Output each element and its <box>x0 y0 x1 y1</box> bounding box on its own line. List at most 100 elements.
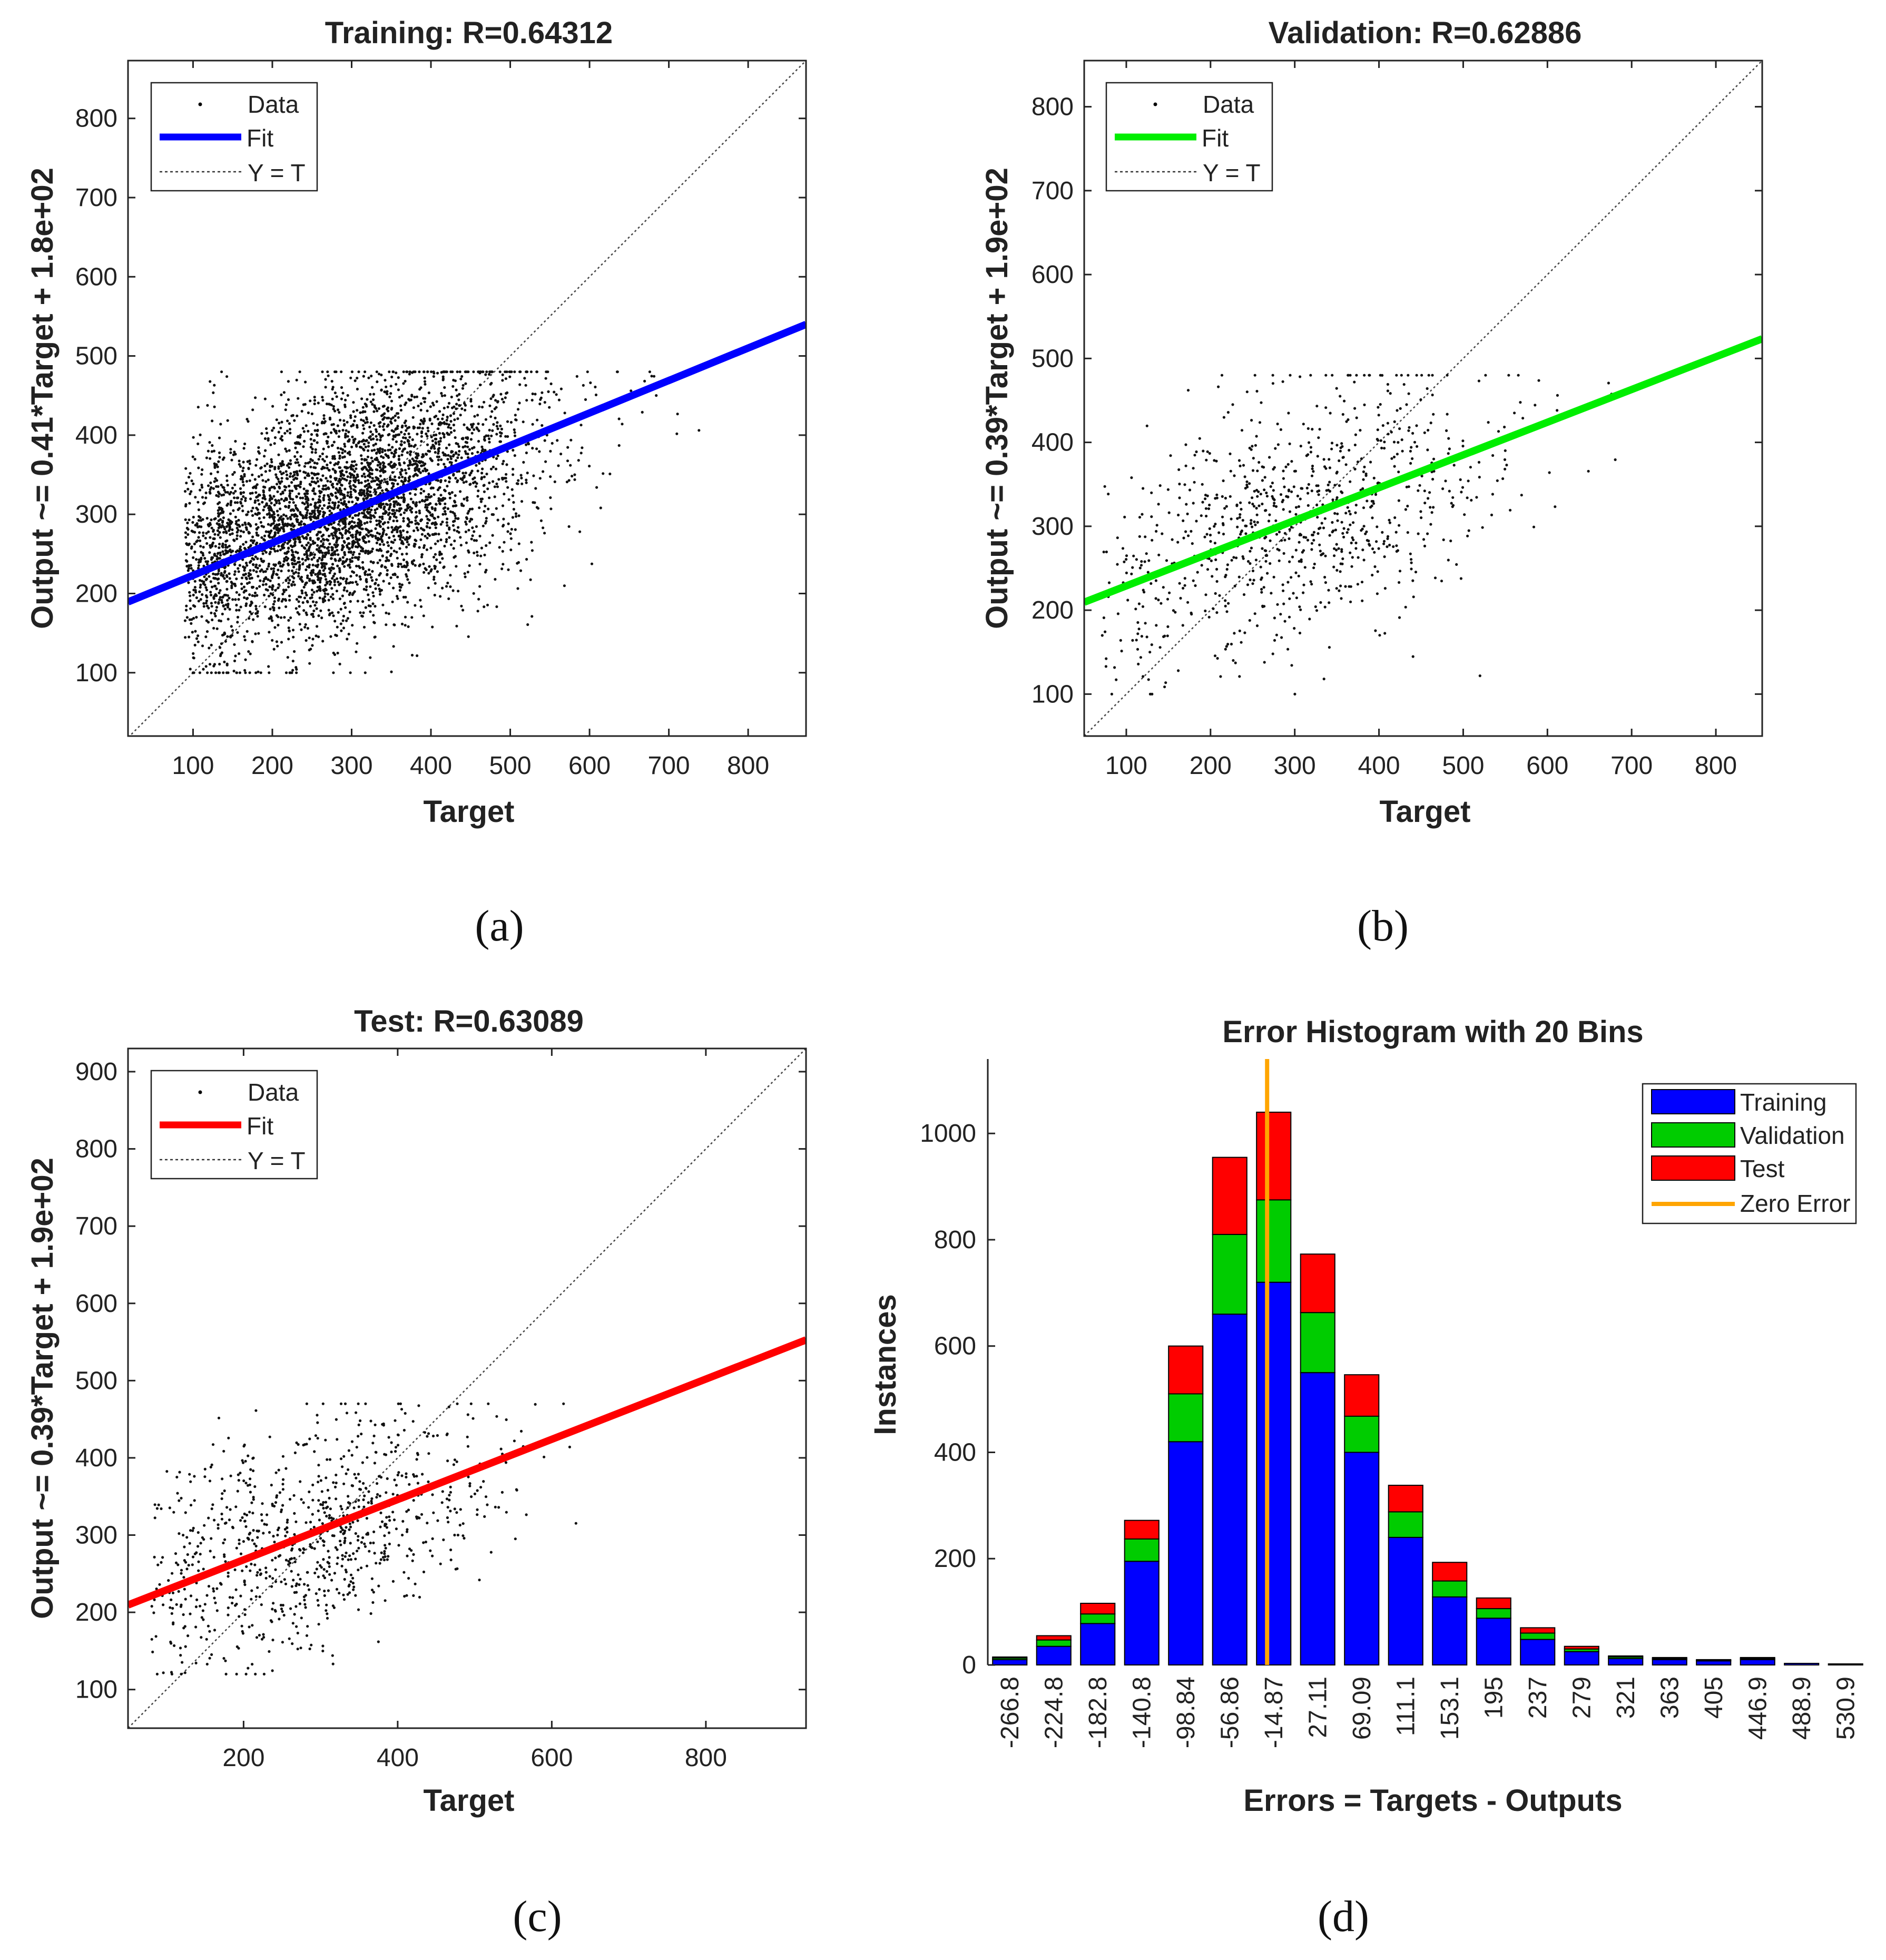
x-tick-label: 600 <box>531 1744 573 1772</box>
y-tick-label: 0 <box>962 1651 976 1679</box>
x-tick-label: 488.9 <box>1788 1677 1816 1740</box>
bar-training <box>1168 1441 1204 1666</box>
bar-test <box>1344 1374 1380 1417</box>
x-tick-label: 400 <box>377 1744 419 1772</box>
y-tick-label: 400 <box>75 1444 117 1472</box>
y-tick-label: 100 <box>1032 680 1074 708</box>
x-tick-label: 27.11 <box>1304 1677 1332 1738</box>
bar-training <box>1256 1281 1292 1665</box>
x-tick-label: 500 <box>489 752 531 780</box>
y-tick-label: 1000 <box>920 1120 976 1148</box>
x-tick-label: 530.9 <box>1832 1677 1860 1740</box>
plot-frame <box>127 1047 807 1729</box>
bar-training <box>1652 1659 1687 1665</box>
x-tick-label: 200 <box>1190 752 1232 780</box>
y-tick-label: 800 <box>1032 93 1074 121</box>
bar-training <box>1740 1659 1775 1665</box>
y-tick-label: 500 <box>75 342 117 370</box>
bar-training <box>1344 1452 1380 1665</box>
bar-test <box>1520 1627 1556 1634</box>
panel-label: (a) <box>475 901 524 950</box>
y-tick-label: 500 <box>75 1367 117 1395</box>
y-tick-label: 800 <box>75 1135 117 1163</box>
bar-validation <box>1212 1233 1247 1315</box>
x-tick-label: 800 <box>1695 752 1737 780</box>
bar-test <box>1168 1345 1204 1395</box>
legend-test-label: Test <box>1740 1155 1785 1182</box>
x-axis-label: Errors = Targets - Outputs <box>1243 1783 1622 1818</box>
x-tick-label: 300 <box>1274 752 1316 780</box>
y-tick-label: 400 <box>934 1438 976 1466</box>
y-tick-label: 100 <box>75 659 117 687</box>
bar-validation <box>1256 1199 1292 1283</box>
y-tick-label: 600 <box>1032 261 1074 289</box>
bar-training <box>992 1659 1028 1665</box>
y-axis-label: Output ~= 0.39*Target + 1.9e+02 <box>25 1158 60 1619</box>
fit-line <box>1084 335 1762 606</box>
bar-test <box>1432 1562 1468 1582</box>
x-tick-label: 400 <box>410 752 452 780</box>
bar-validation <box>1300 1312 1335 1374</box>
y-tick-label: 600 <box>75 263 117 291</box>
y-axis-label: Output ~= 0.41*Target + 1.8e+02 <box>25 168 60 629</box>
fit-line <box>128 1336 806 1609</box>
bar-test <box>1608 1655 1644 1658</box>
legend-data-label: Data <box>1203 91 1254 118</box>
validation-regression-chart: Validation: R=0.62886 100 200 300 400 500 600… <box>980 16 1763 950</box>
legend-data-label: Data <box>248 1079 299 1106</box>
x-tick-label: 446.9 <box>1744 1677 1772 1740</box>
bar-validation <box>1520 1632 1556 1640</box>
y-tick-label: 400 <box>1032 429 1074 457</box>
bar-test <box>1080 1603 1116 1615</box>
bar-validation <box>1344 1415 1380 1453</box>
panel-label: (c) <box>513 1892 562 1941</box>
legend-training-swatch <box>1651 1089 1735 1114</box>
x-tick-label: 200 <box>222 1744 264 1772</box>
bar-test <box>1124 1520 1160 1540</box>
bar-validation <box>1432 1580 1468 1598</box>
x-tick-label: 400 <box>1358 752 1400 780</box>
panel-label: (d) <box>1318 1892 1369 1941</box>
x-tick-label: 321 <box>1612 1677 1640 1719</box>
bar-training <box>1828 1663 1863 1665</box>
bar-validation <box>1168 1393 1204 1443</box>
y-tick-label: 600 <box>934 1332 976 1360</box>
panel-label: (b) <box>1357 901 1409 950</box>
plot-frame <box>1083 60 1763 737</box>
legend-fit-label: Fit <box>247 124 273 152</box>
x-tick-label: 300 <box>330 752 372 780</box>
y-tick-label: 700 <box>1032 177 1074 205</box>
chart-title: Test: R=0.63089 <box>354 1004 584 1038</box>
x-axis-label: Target <box>424 1783 515 1818</box>
y-tick-label: 900 <box>75 1058 117 1086</box>
x-tick-label: 195 <box>1480 1677 1508 1719</box>
y-tick-label: 800 <box>75 105 117 133</box>
bar-test <box>1740 1657 1775 1659</box>
bar-validation <box>1080 1613 1116 1624</box>
x-tick-label: 111.1 <box>1392 1677 1420 1736</box>
bar-test <box>1696 1659 1732 1661</box>
bar-training <box>1300 1372 1335 1665</box>
plot-area <box>128 1048 806 1728</box>
x-axis-label: Target <box>424 795 515 829</box>
plot-area <box>1084 61 1762 736</box>
bar-test <box>1300 1253 1335 1314</box>
bar-test <box>1652 1657 1687 1659</box>
legend: Training Validation Test Zero Error <box>1642 1083 1857 1224</box>
legend: Data Fit Y = T <box>1105 82 1273 192</box>
histogram-bars <box>992 1111 1863 1666</box>
bar-training <box>1784 1663 1820 1665</box>
y-tick-label: 600 <box>75 1290 117 1318</box>
y-tick-label: 300 <box>75 1522 117 1550</box>
x-tick-label: -224.8 <box>1040 1677 1068 1748</box>
error-histogram-chart: Error Histogram with 20 Bins -266.8 -224.… <box>868 1015 1868 1941</box>
bar-training <box>1564 1651 1599 1666</box>
y-axis-label: Instances <box>868 1294 902 1435</box>
scatter-points <box>1101 374 1617 695</box>
chart-title: Error Histogram with 20 Bins <box>1222 1015 1643 1049</box>
legend-identity-label: Y = T <box>248 1147 306 1174</box>
chart-title: Training: R=0.64312 <box>325 16 613 50</box>
bar-test <box>1212 1157 1247 1235</box>
legend-identity-label: Y = T <box>1203 159 1261 187</box>
